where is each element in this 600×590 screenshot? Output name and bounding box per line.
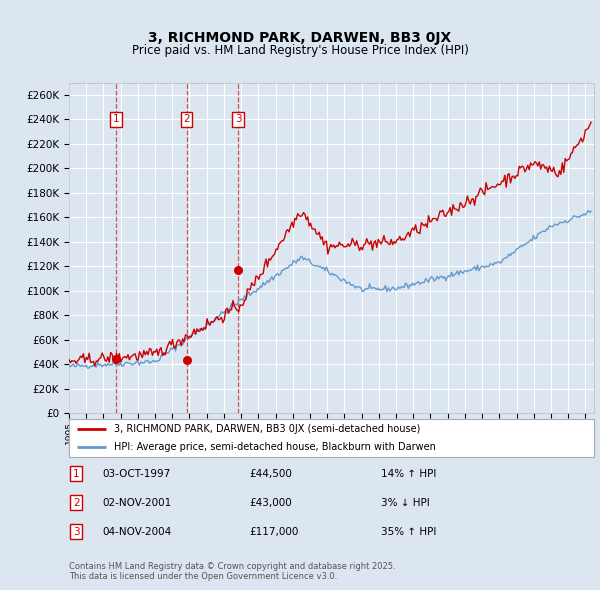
Text: £43,000: £43,000 [249,498,292,507]
Text: 2: 2 [183,114,190,124]
Text: 3% ↓ HPI: 3% ↓ HPI [381,498,430,507]
Text: 3, RICHMOND PARK, DARWEN, BB3 0JX: 3, RICHMOND PARK, DARWEN, BB3 0JX [148,31,452,45]
Text: 03-OCT-1997: 03-OCT-1997 [102,469,170,478]
Text: 04-NOV-2004: 04-NOV-2004 [102,527,171,536]
Text: 35% ↑ HPI: 35% ↑ HPI [381,527,436,536]
Text: 02-NOV-2001: 02-NOV-2001 [102,498,171,507]
Text: HPI: Average price, semi-detached house, Blackburn with Darwen: HPI: Average price, semi-detached house,… [113,442,436,452]
Text: 3, RICHMOND PARK, DARWEN, BB3 0JX (semi-detached house): 3, RICHMOND PARK, DARWEN, BB3 0JX (semi-… [113,424,420,434]
Text: 3: 3 [235,114,242,124]
Text: Price paid vs. HM Land Registry's House Price Index (HPI): Price paid vs. HM Land Registry's House … [131,44,469,57]
Text: 14% ↑ HPI: 14% ↑ HPI [381,469,436,478]
Text: £117,000: £117,000 [249,527,298,536]
Text: 1: 1 [113,114,119,124]
Text: 1: 1 [73,469,80,478]
Text: 2: 2 [73,498,80,507]
Text: £44,500: £44,500 [249,469,292,478]
Text: 3: 3 [73,527,80,536]
Text: Contains HM Land Registry data © Crown copyright and database right 2025.
This d: Contains HM Land Registry data © Crown c… [69,562,395,581]
